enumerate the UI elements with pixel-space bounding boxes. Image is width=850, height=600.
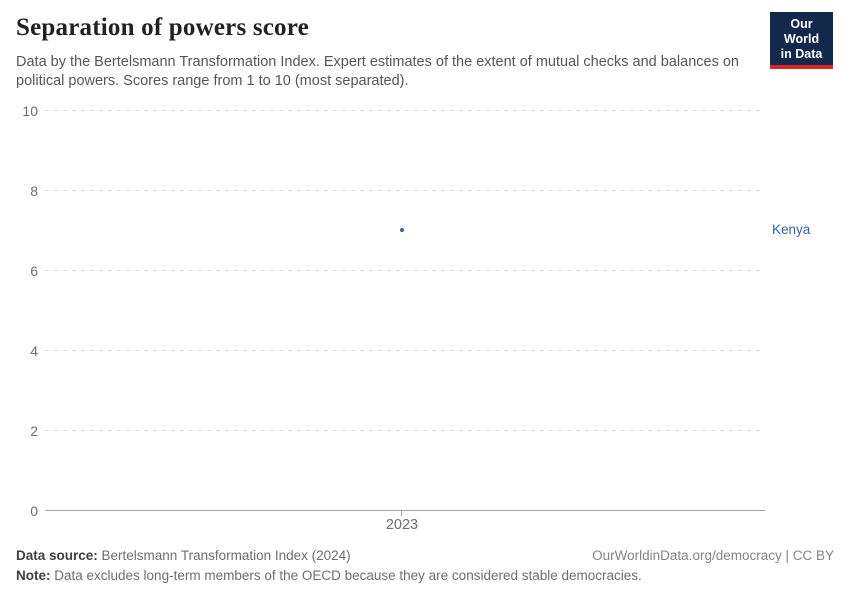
grid-row-8: 8 [0, 183, 765, 204]
grid-row-6: 6 [0, 263, 765, 284]
grid-row-10: 10 [0, 103, 765, 124]
y-tick-label-2: 2 [30, 423, 38, 439]
gridline-8 [45, 190, 765, 191]
page-title: Separation of powers score [16, 14, 309, 41]
gridline-4 [45, 350, 765, 351]
y-tick-label-8: 8 [30, 183, 38, 199]
footer-source-row: Data source: Bertelsmann Transformation … [16, 548, 834, 563]
x-axis-tick-mark [401, 510, 402, 516]
y-tick-label-10: 10 [22, 103, 38, 119]
footer-note-text: Data excludes long-term members of the O… [50, 568, 642, 583]
grid-row-0: 0 [0, 503, 765, 524]
footer-source-label: Data source: [16, 548, 98, 563]
y-tick-label-0: 0 [30, 503, 38, 519]
owid-logo[interactable]: Our World in Data [770, 12, 833, 70]
footer-note-row: Note: Data excludes long-term members of… [16, 568, 834, 583]
footer-source: Data source: Bertelsmann Transformation … [16, 548, 351, 563]
owid-logo-line2: in Data [780, 46, 823, 61]
x-axis-line [45, 510, 765, 511]
footer-source-text: Bertelsmann Transformation Index (2024) [97, 548, 351, 563]
footer-note-label: Note: [16, 568, 51, 583]
footer-credit-link[interactable]: OurWorldinData.org/democracy | CC BY [592, 548, 834, 563]
x-tick-label-2023: 2023 [385, 517, 419, 533]
y-tick-label-4: 4 [30, 343, 38, 359]
data-point-kenya[interactable] [400, 228, 404, 232]
gridline-10 [45, 110, 765, 111]
owid-logo-line1: Our World [783, 17, 820, 46]
gridline-2 [45, 430, 765, 431]
y-tick-label-6: 6 [30, 263, 38, 279]
grid-row-2: 2 [0, 423, 765, 444]
grid-row-4: 4 [0, 343, 765, 364]
gridline-6 [45, 270, 765, 271]
entity-label-kenya[interactable]: Kenya [772, 222, 811, 237]
chart-subtitle: Data by the Bertelsmann Transformation I… [16, 54, 739, 90]
